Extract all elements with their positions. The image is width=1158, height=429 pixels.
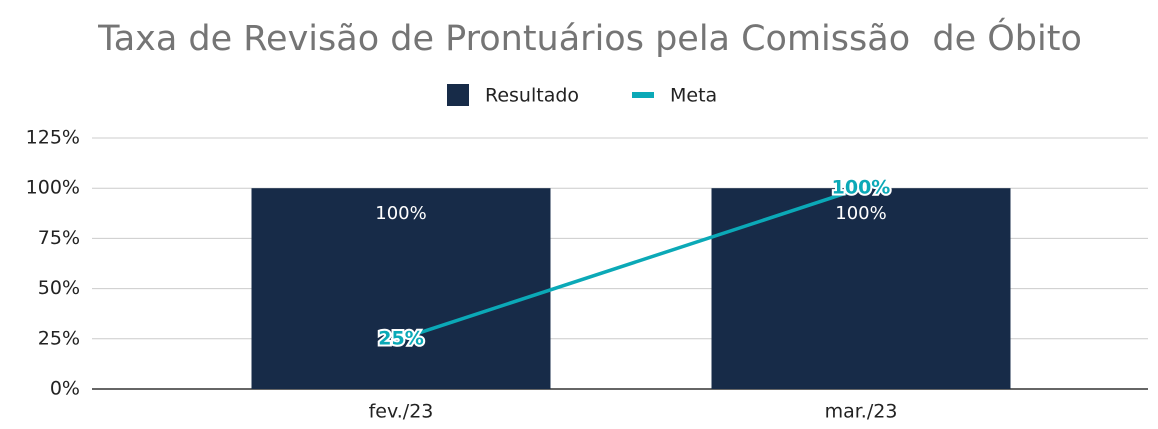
legend-swatch — [447, 84, 469, 106]
y-tick-label: 50% — [38, 277, 80, 299]
line-value-label: 100% — [832, 177, 891, 199]
y-tick-label: 75% — [38, 227, 80, 249]
line — [400, 186, 862, 341]
x-tick-label: fev./23 — [369, 401, 434, 423]
bar — [251, 188, 551, 389]
chart-title: Taxa de Revisão de Prontuários pela Comi… — [97, 17, 1082, 59]
legend-swatch — [632, 92, 654, 98]
legend-label: Resultado — [485, 85, 579, 107]
legend-label: Meta — [670, 85, 717, 107]
y-tick-label: 125% — [26, 127, 80, 149]
bar-value-label: 100% — [375, 203, 426, 224]
line-value-label: 25% — [378, 327, 423, 349]
y-tick-label: 25% — [38, 327, 80, 349]
x-tick-label: mar./23 — [825, 401, 898, 423]
y-tick-label: 0% — [50, 378, 80, 400]
y-tick-label: 100% — [26, 177, 80, 199]
bar-value-label: 100% — [835, 203, 886, 224]
